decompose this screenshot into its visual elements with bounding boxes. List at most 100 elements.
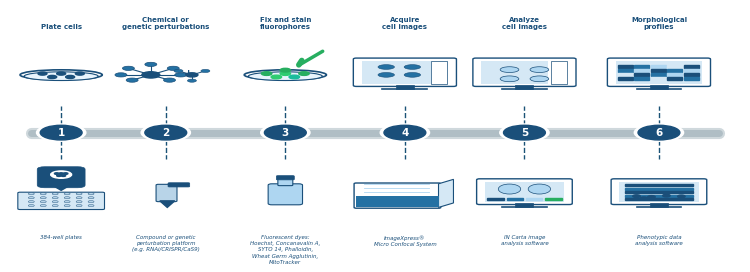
FancyBboxPatch shape (668, 77, 682, 80)
Circle shape (122, 66, 134, 70)
FancyBboxPatch shape (634, 65, 650, 68)
Circle shape (164, 78, 176, 82)
Circle shape (53, 205, 58, 207)
Text: Plate cells: Plate cells (40, 24, 82, 30)
Circle shape (380, 124, 430, 141)
Ellipse shape (248, 72, 322, 81)
FancyBboxPatch shape (545, 198, 562, 200)
FancyBboxPatch shape (626, 191, 692, 193)
FancyBboxPatch shape (550, 61, 567, 84)
Circle shape (40, 200, 46, 203)
Text: Compound or genetic
perturbation platform
(e.g. RNAi/CRISPR/CaS9): Compound or genetic perturbation platfor… (132, 235, 200, 252)
Text: Analyze
cell images: Analyze cell images (502, 17, 547, 30)
FancyBboxPatch shape (38, 167, 85, 188)
Circle shape (663, 194, 670, 197)
Ellipse shape (500, 67, 519, 73)
Circle shape (88, 197, 94, 199)
Circle shape (188, 79, 196, 82)
FancyBboxPatch shape (618, 73, 633, 76)
Circle shape (678, 195, 685, 198)
Circle shape (66, 75, 74, 79)
Circle shape (175, 73, 187, 77)
Circle shape (76, 193, 82, 195)
Circle shape (40, 197, 46, 199)
FancyBboxPatch shape (354, 183, 441, 208)
FancyBboxPatch shape (356, 196, 439, 208)
Circle shape (51, 171, 72, 178)
Text: 384-well plates: 384-well plates (40, 235, 82, 240)
Circle shape (186, 73, 198, 77)
Circle shape (115, 73, 127, 77)
FancyBboxPatch shape (618, 69, 633, 72)
Ellipse shape (498, 184, 520, 194)
FancyBboxPatch shape (626, 184, 692, 186)
Circle shape (57, 72, 66, 75)
Circle shape (640, 197, 648, 200)
FancyBboxPatch shape (651, 65, 666, 68)
Circle shape (141, 124, 190, 141)
FancyBboxPatch shape (634, 73, 650, 76)
Circle shape (265, 125, 306, 140)
FancyBboxPatch shape (276, 176, 294, 180)
FancyBboxPatch shape (473, 58, 576, 86)
Text: 1: 1 (58, 128, 64, 138)
FancyBboxPatch shape (683, 65, 698, 68)
Circle shape (174, 69, 183, 73)
FancyBboxPatch shape (18, 192, 104, 209)
FancyBboxPatch shape (611, 179, 706, 205)
Circle shape (28, 193, 34, 195)
FancyBboxPatch shape (616, 61, 702, 84)
Circle shape (88, 200, 94, 203)
Circle shape (280, 72, 290, 75)
Circle shape (88, 205, 94, 207)
Ellipse shape (244, 70, 326, 80)
FancyBboxPatch shape (651, 77, 666, 80)
Text: Acquire
cell images: Acquire cell images (382, 17, 427, 30)
Text: Morphological
profiles: Morphological profiles (631, 17, 687, 30)
FancyBboxPatch shape (618, 65, 633, 68)
Circle shape (75, 72, 84, 75)
FancyBboxPatch shape (608, 58, 710, 86)
Circle shape (262, 72, 272, 75)
Circle shape (40, 205, 46, 207)
Ellipse shape (24, 72, 98, 81)
FancyBboxPatch shape (651, 73, 666, 76)
FancyBboxPatch shape (168, 183, 190, 187)
FancyBboxPatch shape (626, 188, 692, 190)
Ellipse shape (378, 65, 394, 69)
FancyBboxPatch shape (668, 65, 682, 68)
FancyBboxPatch shape (683, 77, 698, 80)
Text: ImageXpress®
Micro Confocal System: ImageXpress® Micro Confocal System (374, 235, 436, 247)
Circle shape (64, 173, 68, 174)
Text: Phenotypic data
analysis software: Phenotypic data analysis software (635, 235, 682, 246)
FancyBboxPatch shape (526, 198, 542, 200)
Text: IN Carta image
analysis software: IN Carta image analysis software (500, 235, 548, 246)
Circle shape (48, 75, 57, 79)
Circle shape (142, 72, 160, 78)
Polygon shape (53, 185, 70, 190)
Circle shape (37, 124, 86, 141)
Circle shape (289, 75, 299, 79)
FancyBboxPatch shape (484, 182, 564, 202)
Circle shape (261, 124, 310, 141)
FancyBboxPatch shape (634, 69, 650, 72)
FancyBboxPatch shape (683, 69, 698, 72)
FancyBboxPatch shape (651, 69, 666, 72)
Circle shape (634, 124, 683, 141)
FancyBboxPatch shape (362, 61, 448, 84)
FancyBboxPatch shape (476, 179, 572, 205)
Text: Fix and stain
fluorophores: Fix and stain fluorophores (260, 17, 311, 30)
FancyBboxPatch shape (668, 69, 682, 72)
Polygon shape (439, 179, 454, 208)
Circle shape (503, 125, 545, 140)
Circle shape (272, 75, 281, 79)
Circle shape (53, 197, 58, 199)
Circle shape (53, 193, 58, 195)
FancyBboxPatch shape (683, 73, 698, 76)
Circle shape (500, 124, 549, 141)
FancyBboxPatch shape (278, 178, 292, 186)
Circle shape (76, 205, 82, 207)
Circle shape (145, 125, 187, 140)
Circle shape (201, 69, 210, 73)
FancyBboxPatch shape (515, 203, 533, 208)
